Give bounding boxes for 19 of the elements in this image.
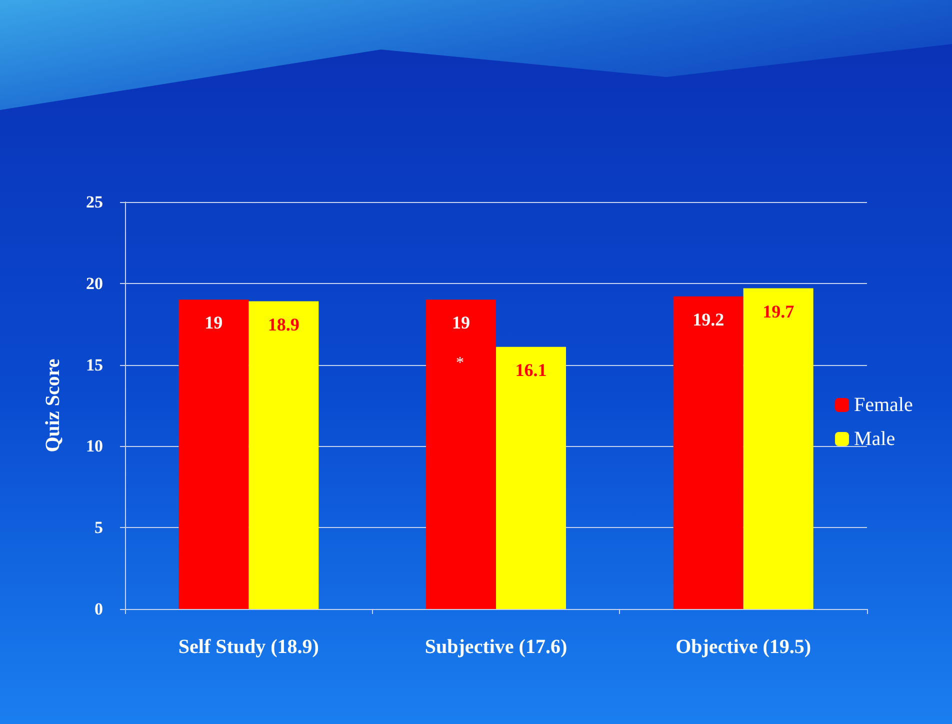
- y-tick-label: 10: [86, 436, 103, 456]
- data-label: 19.2: [692, 309, 724, 330]
- y-tick-label: 20: [86, 274, 103, 293]
- data-label: 16.1: [515, 360, 547, 380]
- y-tick-label: 25: [86, 192, 103, 212]
- y-tick-label: 15: [86, 355, 103, 374]
- x-tick-label: Self Study (18.9): [178, 636, 319, 658]
- data-label: 19.7: [762, 301, 794, 322]
- x-tick-label: Objective (19.5): [676, 636, 812, 658]
- legend-label: Female: [854, 394, 913, 416]
- data-label: 19: [204, 312, 223, 333]
- y-axis-title: Quiz Score: [42, 358, 64, 452]
- x-tick-label: Subjective (17.6): [424, 636, 568, 658]
- legend-label: Male: [854, 428, 896, 450]
- data-label: 19: [452, 312, 470, 333]
- data-label: 18.9: [268, 314, 300, 334]
- y-tick-label: 0: [94, 600, 103, 618]
- annotation: *: [456, 354, 464, 372]
- y-tick-label: 5: [94, 518, 103, 538]
